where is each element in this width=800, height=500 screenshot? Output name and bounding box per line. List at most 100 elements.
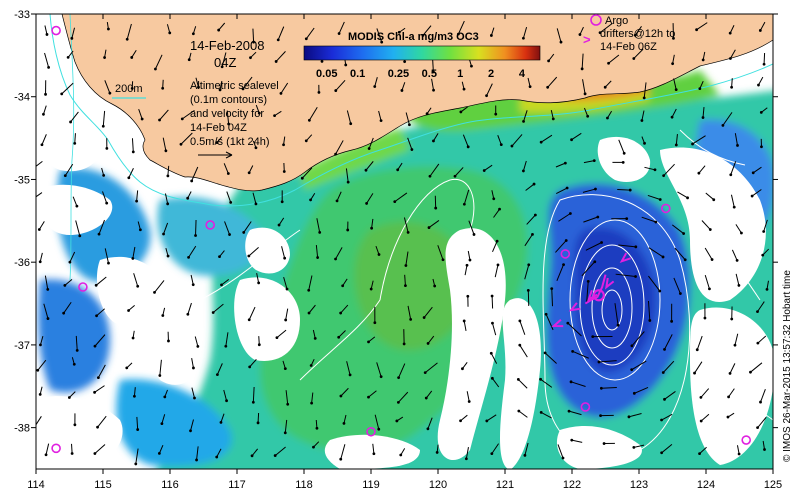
velocity-arrow — [97, 219, 105, 236]
velocity-arrow — [695, 22, 708, 32]
velocity-arrow — [127, 168, 134, 180]
velocity-arrow — [424, 390, 433, 400]
plot-area — [36, 14, 773, 469]
velocity-arrow — [453, 167, 464, 178]
velocity-arrow — [757, 76, 764, 87]
velocity-arrow — [647, 194, 662, 201]
velocity-arrow — [461, 81, 466, 91]
velocity-arrow — [405, 112, 411, 127]
velocity-arrow — [304, 27, 315, 41]
velocity-arrow — [632, 48, 644, 60]
velocity-arrow — [607, 54, 620, 65]
velocity-arrow — [94, 276, 107, 287]
velocity-arrow — [556, 186, 569, 195]
velocity-arrow — [307, 106, 318, 122]
velocity-arrow — [342, 414, 347, 425]
velocity-arrow — [252, 28, 255, 44]
velocity-arrow — [697, 165, 706, 175]
argo-floats — [51, 25, 752, 454]
velocity-arrow — [490, 376, 500, 388]
argo-float-marker — [366, 426, 376, 437]
velocity-arrow — [698, 446, 707, 456]
velocity-arrow — [428, 163, 440, 178]
velocity-arrow — [40, 134, 47, 147]
velocity-arrow — [497, 135, 503, 147]
velocity-arrow — [102, 191, 109, 205]
velocity-arrow — [425, 107, 432, 116]
velocity-arrow — [226, 110, 231, 126]
velocity-arrow — [247, 306, 256, 322]
isobath-200m — [49, 14, 773, 207]
lat-tick-label: -33 — [14, 9, 30, 21]
lon-tick-label: 123 — [630, 479, 648, 491]
velocity-arrow — [630, 360, 647, 372]
velocity-arrow — [677, 191, 689, 200]
velocity-arrow — [66, 50, 74, 59]
velocity-arrow — [728, 25, 735, 35]
velocity-arrow — [489, 27, 495, 37]
velocity-arrow — [376, 362, 383, 379]
velocity-arrow — [310, 392, 314, 405]
velocity-arrow — [75, 220, 82, 238]
velocity-arrow — [154, 54, 163, 71]
velocity-arrow — [70, 27, 75, 40]
velocity-arrow — [704, 247, 714, 261]
drifter-tracks — [584, 274, 607, 305]
velocity-arrow — [367, 336, 376, 344]
velocity-arrow — [663, 391, 676, 401]
velocity-arrow — [101, 110, 106, 128]
velocity-arrow — [256, 273, 261, 285]
lat-tick-label: -37 — [14, 340, 30, 352]
argo-line-1: Argo — [605, 15, 628, 27]
velocity-arrow — [569, 380, 586, 387]
velocity-arrow — [749, 362, 763, 374]
velocity-arrow — [735, 224, 743, 235]
velocity-arrow — [583, 107, 590, 118]
velocity-arrow — [729, 49, 736, 60]
velocity-arrow — [63, 163, 74, 177]
velocity-arrow — [334, 79, 346, 92]
velocity-arrow — [369, 280, 374, 291]
velocity-arrow — [345, 168, 350, 184]
velocity-arrow — [571, 349, 589, 359]
velocity-arrow — [36, 359, 47, 372]
velocity-arrow — [309, 358, 315, 367]
velocity-arrow — [661, 360, 675, 374]
velocity-arrow — [698, 80, 704, 91]
velocity-arrow — [103, 49, 107, 59]
velocity-arrow — [93, 444, 106, 455]
velocity-arrow — [580, 53, 584, 71]
velocity-arrow — [131, 330, 135, 340]
credit-line: © IMOS 26-Mar-2015 13:57:32 Hobart time — [782, 270, 793, 462]
velocity-arrow — [247, 165, 254, 175]
argo-legend-icon — [590, 14, 602, 26]
velocity-arrow — [44, 52, 51, 69]
velocity-arrow — [215, 363, 223, 377]
velocity-arrow — [673, 277, 682, 295]
velocity-arrow — [550, 110, 555, 121]
velocity-arrow — [69, 111, 79, 124]
velocity-arrow — [75, 335, 79, 352]
velocity-arrow — [43, 303, 50, 320]
velocity-arrow — [189, 419, 194, 433]
argo-line-2: drifters@12h to — [600, 28, 675, 40]
velocity-arrow — [223, 163, 230, 175]
velocity-arrow — [693, 361, 703, 375]
longitude-axis: 114 115 116 117 118 119 120 121 122 123 124 125 — [27, 14, 782, 491]
velocity-arrow — [493, 207, 501, 218]
argo-float-marker — [580, 402, 591, 412]
velocity-arrow — [750, 189, 762, 198]
velocity-arrow — [648, 247, 665, 259]
velocity-arrow — [312, 441, 320, 449]
velocity-arrow — [464, 447, 469, 461]
velocity-arrow — [762, 440, 766, 451]
velocity-arrow — [404, 274, 407, 288]
lat-tick-label: -35 — [14, 174, 30, 186]
velocity-arrow — [422, 306, 433, 319]
velocity-arrow — [426, 417, 433, 431]
velocity-arrow — [557, 444, 565, 460]
argo-float-marker — [78, 282, 88, 292]
velocity-arrow — [518, 319, 526, 335]
isobath-label: 200m — [115, 83, 143, 95]
velocity-arrow — [249, 51, 257, 60]
